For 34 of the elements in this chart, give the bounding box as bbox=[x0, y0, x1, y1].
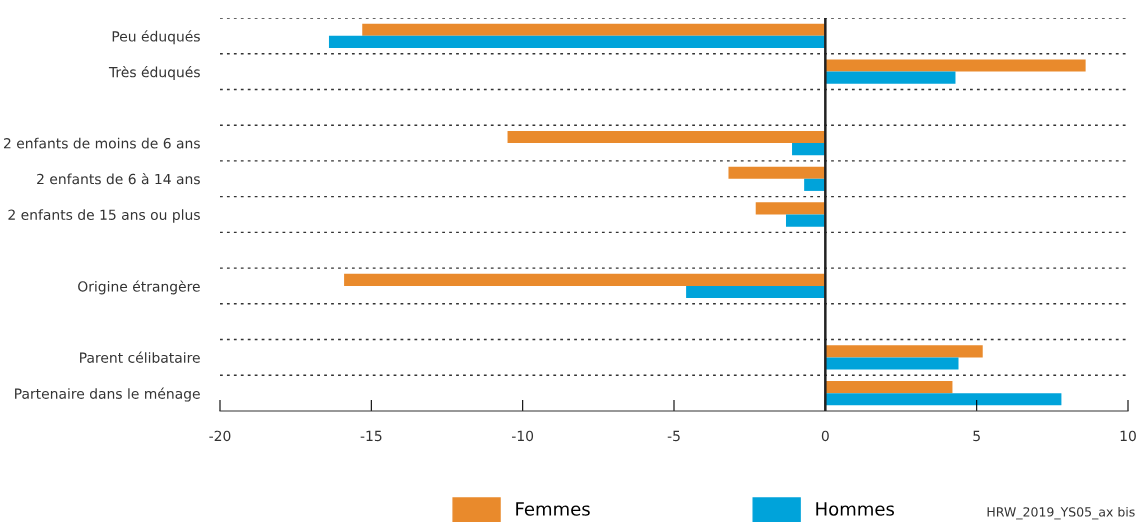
bar bbox=[686, 285, 826, 299]
bar bbox=[362, 23, 826, 36]
bar bbox=[804, 178, 826, 191]
y-tick-label: Parent célibataire bbox=[80, 351, 200, 363]
legend-label: Hommes bbox=[816, 502, 895, 516]
y-tick-label: Très éduqués bbox=[108, 66, 200, 81]
x-tick-label: -5 bbox=[667, 430, 680, 442]
bar bbox=[785, 214, 826, 227]
bar bbox=[792, 143, 826, 156]
text: HRW_2019_YS05_ax bis bbox=[987, 506, 1135, 520]
y-tick-label: Partenaire dans le ménage bbox=[15, 387, 200, 402]
x-tick-label: -20 bbox=[209, 430, 231, 442]
bar bbox=[728, 166, 826, 179]
x-tick-label: 10 bbox=[1120, 430, 1136, 442]
y-tick-label: 2 enfants de moins de 6 ans bbox=[3, 137, 200, 149]
x-tick-label: -10 bbox=[512, 430, 534, 442]
y-tick-label: 2 enfants de 6 à 14 ans bbox=[37, 172, 200, 185]
y-tick-label: Origine étrangère bbox=[78, 280, 200, 295]
legend-label: Femmes bbox=[516, 502, 590, 516]
bar bbox=[825, 71, 956, 84]
bar bbox=[825, 59, 1086, 72]
bar bbox=[507, 130, 826, 144]
bar bbox=[825, 393, 1062, 406]
x-tick-label: 5 bbox=[973, 430, 980, 442]
bar bbox=[328, 35, 826, 49]
y-tick-label: Peu éduqués bbox=[112, 30, 200, 45]
x-tick-label: -15 bbox=[360, 430, 382, 442]
bar bbox=[344, 273, 826, 286]
y-tick-label: 2 enfants de 15 ans ou plus bbox=[8, 209, 200, 223]
x-tick-label: 0 bbox=[821, 430, 829, 442]
bar bbox=[825, 345, 983, 358]
bar bbox=[825, 380, 953, 394]
bar bbox=[825, 357, 959, 370]
bar bbox=[755, 202, 826, 215]
